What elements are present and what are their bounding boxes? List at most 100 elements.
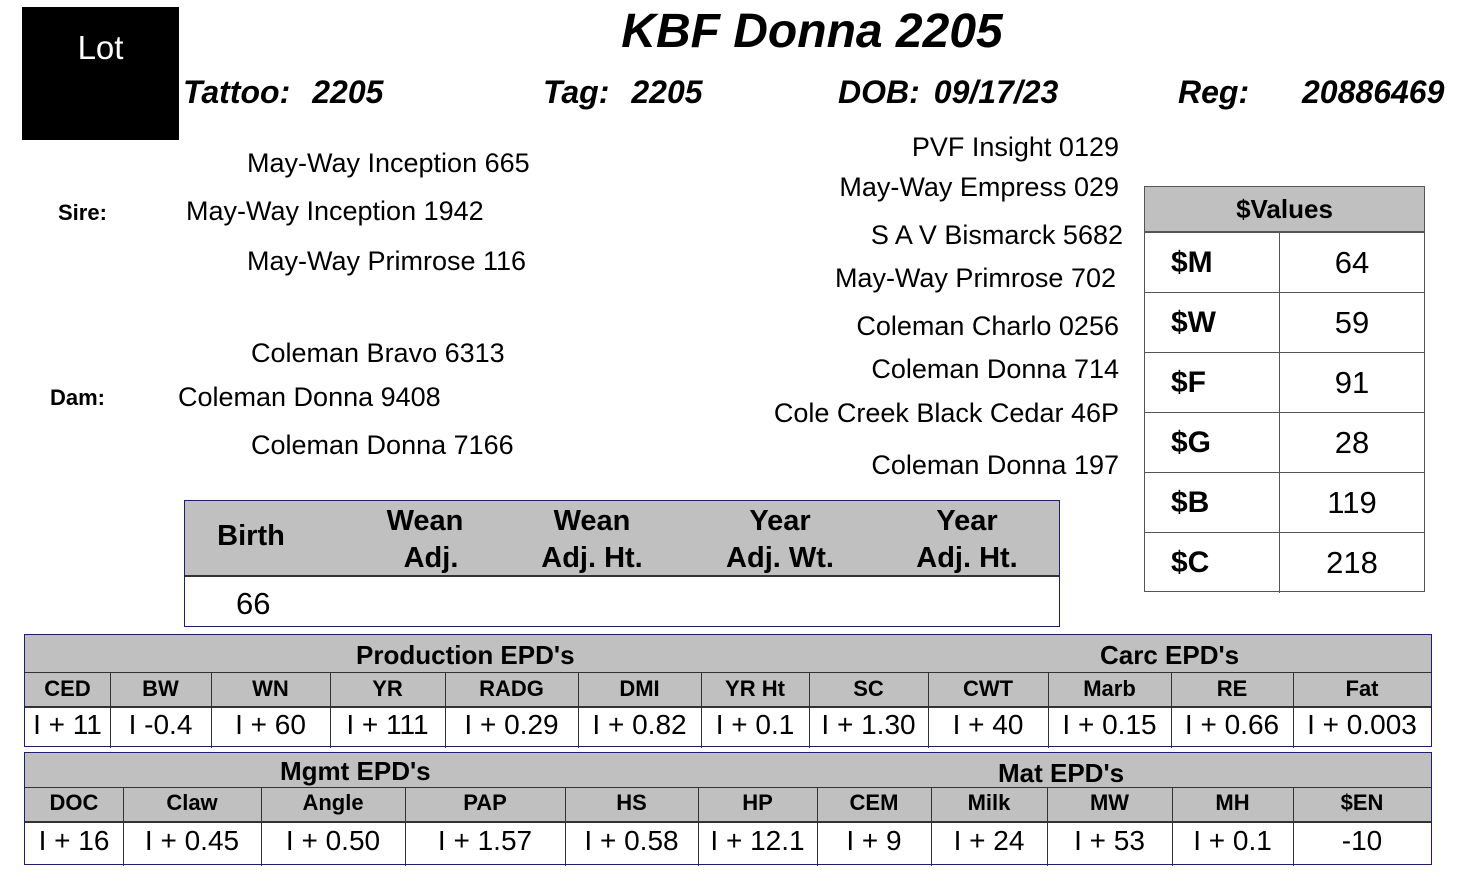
carc-epd-title: Carc EPD's: [1100, 640, 1240, 670]
tattoo-field: Tattoo: 2205: [183, 74, 383, 111]
value-row: $F 91: [1145, 353, 1424, 413]
epd-column-header: DOC: [49, 790, 99, 815]
sire-sire-sire: PVF Insight 0129: [911, 132, 1119, 162]
dob-label: DOB:: [838, 74, 920, 110]
sire-dam-dam: May-Way Primrose 702: [834, 263, 1116, 293]
value-number: 91: [1334, 364, 1370, 400]
epd-column-header: RE: [1216, 676, 1248, 701]
column-divider: [405, 787, 406, 866]
epd-value: I + 0.15: [1062, 709, 1157, 740]
dam-dam-sire: Cole Creek Black Cedar 46P: [773, 398, 1119, 428]
epd-value: I + 16: [38, 825, 110, 856]
epd-column-header: CWT: [962, 676, 1014, 701]
column-divider: [931, 787, 932, 866]
column-divider: [698, 787, 699, 866]
epd-value: I + 0.58: [584, 825, 679, 856]
wean-ht-header-1: Wean: [553, 505, 631, 537]
wean-adj-header-1: Wean: [386, 505, 464, 537]
sire-dam-sire: S A V Bismarck 5682: [870, 220, 1123, 250]
column-divider: [928, 672, 929, 748]
animal-name-title: KBF Donna 2205: [621, 5, 1003, 58]
value-label: $W: [1145, 293, 1280, 352]
epd-value: I + 11: [33, 709, 102, 740]
epd-column-header: Angle: [302, 790, 364, 815]
dollar-values-table: $Values $M 64 $W 59 $F 91 $G 28 $B 119 $…: [1144, 186, 1425, 593]
sire-sire-dam: May-Way Empress 029: [839, 172, 1119, 202]
column-divider: [211, 672, 212, 748]
tattoo-value: 2205: [312, 74, 384, 110]
epd-column-header: MW: [1089, 790, 1130, 815]
reg-value: 20886469: [1302, 74, 1445, 110]
epd-value: I + 1.30: [821, 709, 916, 740]
column-divider: [1171, 672, 1172, 748]
epd-column-header: Marb: [1083, 676, 1136, 701]
epd-column-header: MH: [1215, 790, 1250, 815]
mgmt-epd-title: Mgmt EPD's: [280, 756, 431, 786]
value-label: $G: [1145, 413, 1280, 472]
epd-value: I + 24: [953, 825, 1025, 856]
epd-value: I + 1.57: [437, 825, 533, 856]
epd-column-header: SC: [853, 676, 884, 701]
value-number: 119: [1327, 484, 1377, 520]
epd-value: I + 0.1: [715, 709, 795, 740]
epd-column-header: CED: [44, 676, 91, 701]
sire-name: May-Way Inception 1942: [186, 196, 484, 226]
epd-value: -10: [1341, 825, 1383, 856]
column-divider: [110, 672, 111, 748]
value-row: $C 218: [1145, 533, 1424, 593]
column-divider: [1293, 672, 1294, 748]
header-divider: [25, 706, 1431, 708]
epd-column-header: HS: [616, 790, 647, 815]
tag-label: Tag:: [543, 74, 610, 110]
epd-column-header: CEM: [849, 790, 899, 815]
epd-value: I + 0.29: [464, 709, 559, 740]
dam-name: Coleman Donna 9408: [178, 382, 441, 412]
epd-column-header: WN: [252, 676, 289, 701]
dob-field: DOB: 09/17/23: [838, 74, 1058, 111]
column-divider: [1293, 787, 1294, 866]
column-divider: [1047, 787, 1048, 866]
epd-column-header: PAP: [463, 790, 507, 815]
column-divider: [701, 672, 702, 748]
dollar-values-title: $Values: [1145, 187, 1424, 233]
dam-dam-dam: Coleman Donna 197: [871, 450, 1119, 480]
dam-sire-dam: Coleman Donna 714: [871, 354, 1119, 384]
column-divider: [123, 787, 124, 866]
birth-header: Birth: [217, 520, 285, 552]
year-wt-header-1: Year: [749, 505, 811, 537]
epd-value: I + 0.45: [144, 825, 240, 856]
epd-column-header: HP: [742, 790, 773, 815]
value-row: $W 59: [1145, 293, 1424, 353]
epd-column-header: YR Ht: [725, 676, 785, 701]
epd-value: I + 0.66: [1184, 709, 1280, 740]
epd-column-header: Claw: [166, 790, 218, 815]
year-ht-header-1: Year: [936, 505, 998, 537]
column-divider: [1048, 672, 1049, 748]
value-label: $C: [1145, 533, 1280, 593]
epd-value: I + 12.1: [710, 825, 805, 856]
lot-box: Lot: [22, 7, 179, 140]
value-number: 64: [1334, 244, 1370, 280]
dam-sire-sire: Coleman Charlo 0256: [856, 311, 1119, 341]
sire-sire: May-Way Inception 665: [247, 148, 530, 178]
value-number: 59: [1334, 304, 1370, 340]
epd-value: I + 0.003: [1307, 709, 1417, 740]
column-divider: [809, 672, 810, 748]
epd-value: I + 53: [1074, 825, 1145, 856]
mat-epd-title: Mat EPD's: [998, 758, 1125, 788]
epd-column-header: YR: [372, 676, 403, 701]
epd-column-header: DMI: [619, 676, 660, 701]
column-divider: [445, 672, 446, 748]
epd-column-header: RADG: [479, 676, 544, 701]
dam-label: Dam:: [50, 385, 106, 410]
epd-value: I + 60: [235, 709, 306, 740]
header-divider: [25, 672, 1431, 673]
sire-dam: May-Way Primrose 116: [247, 246, 527, 276]
column-divider: [261, 787, 262, 866]
header-divider: [25, 821, 1431, 823]
dob-value: 09/17/23: [933, 74, 1059, 110]
value-row: $M 64: [1145, 233, 1424, 293]
epd-value: I + 0.82: [592, 709, 687, 740]
epd-column-header: BW: [142, 676, 179, 701]
dam-sire: Coleman Bravo 6313: [251, 338, 505, 368]
